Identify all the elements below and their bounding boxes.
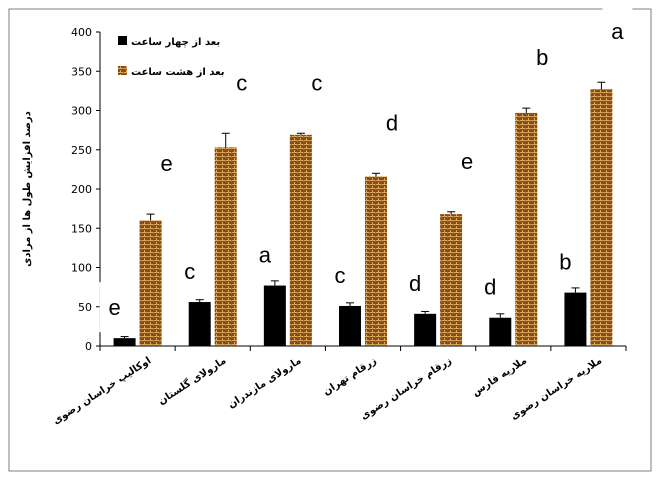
bar-four-hours xyxy=(263,285,286,346)
legend: بعد از چهار ساعت بعد از هشت ساعت xyxy=(118,36,225,78)
legend-label: بعد از چهار ساعت xyxy=(131,37,220,48)
y-tick-label: 100 xyxy=(71,262,92,275)
significance-letter: d xyxy=(409,271,421,296)
significance-letter: e xyxy=(461,149,473,174)
y-tick-label: 50 xyxy=(78,301,92,314)
legend-label: بعد از هشت ساعت xyxy=(131,67,225,78)
bar-four-hours xyxy=(339,305,361,346)
y-axis-label: درصد افزایش طول ها از مرادی xyxy=(22,111,33,267)
significance-box xyxy=(475,261,506,312)
significance-letter: c xyxy=(311,70,322,95)
bar-eight-hours xyxy=(515,112,538,346)
bar-four-hours xyxy=(414,313,437,346)
y-tick-label: 350 xyxy=(71,65,92,78)
bar-four-hours xyxy=(188,302,211,346)
y-tick-label: 400 xyxy=(71,26,92,39)
y-tick-label: 250 xyxy=(71,144,92,157)
significance-letter: c xyxy=(335,263,346,288)
significance-letter: d xyxy=(386,110,398,135)
significance-box xyxy=(226,57,257,108)
y-tick-label: 150 xyxy=(71,222,92,235)
significance-box xyxy=(400,257,431,308)
significance-box xyxy=(249,229,280,280)
significance-box xyxy=(377,97,407,148)
significance-box xyxy=(452,135,483,186)
significance-letter: b xyxy=(536,45,548,70)
bar-eight-hours xyxy=(590,89,613,347)
significance-box xyxy=(325,249,355,300)
significance-box xyxy=(602,6,633,57)
significance-box xyxy=(301,57,332,108)
bar-eight-hours xyxy=(289,134,312,346)
significance-letter: b xyxy=(559,250,571,275)
significance-letter: a xyxy=(611,19,624,44)
legend-swatch xyxy=(118,36,127,45)
significance-box xyxy=(151,138,182,189)
bar-eight-hours xyxy=(365,176,387,346)
bar-eight-hours xyxy=(440,214,463,346)
y-tick-label: 0 xyxy=(85,340,92,353)
significance-letter: e xyxy=(160,151,172,176)
significance-letter: a xyxy=(259,243,272,268)
bar-eight-hours xyxy=(139,220,162,346)
significance-letter: e xyxy=(108,295,120,320)
plot-area: 0 50 100 150 200 250 300 350 400 xyxy=(71,26,627,353)
legend-swatch xyxy=(118,66,127,75)
significance-letter: d xyxy=(484,275,496,300)
y-tick-label: 300 xyxy=(71,105,92,118)
significance-box xyxy=(550,236,581,287)
significance-letter: c xyxy=(184,259,195,284)
significance-letter: c xyxy=(236,70,247,95)
significance-box xyxy=(527,32,558,83)
significance-box xyxy=(99,282,130,333)
bar-four-hours xyxy=(489,317,512,346)
bar-four-hours xyxy=(564,292,587,346)
bar-eight-hours xyxy=(214,147,237,346)
y-tick-label: 200 xyxy=(71,183,92,196)
bar-four-hours xyxy=(113,338,136,346)
significance-box xyxy=(174,246,205,297)
